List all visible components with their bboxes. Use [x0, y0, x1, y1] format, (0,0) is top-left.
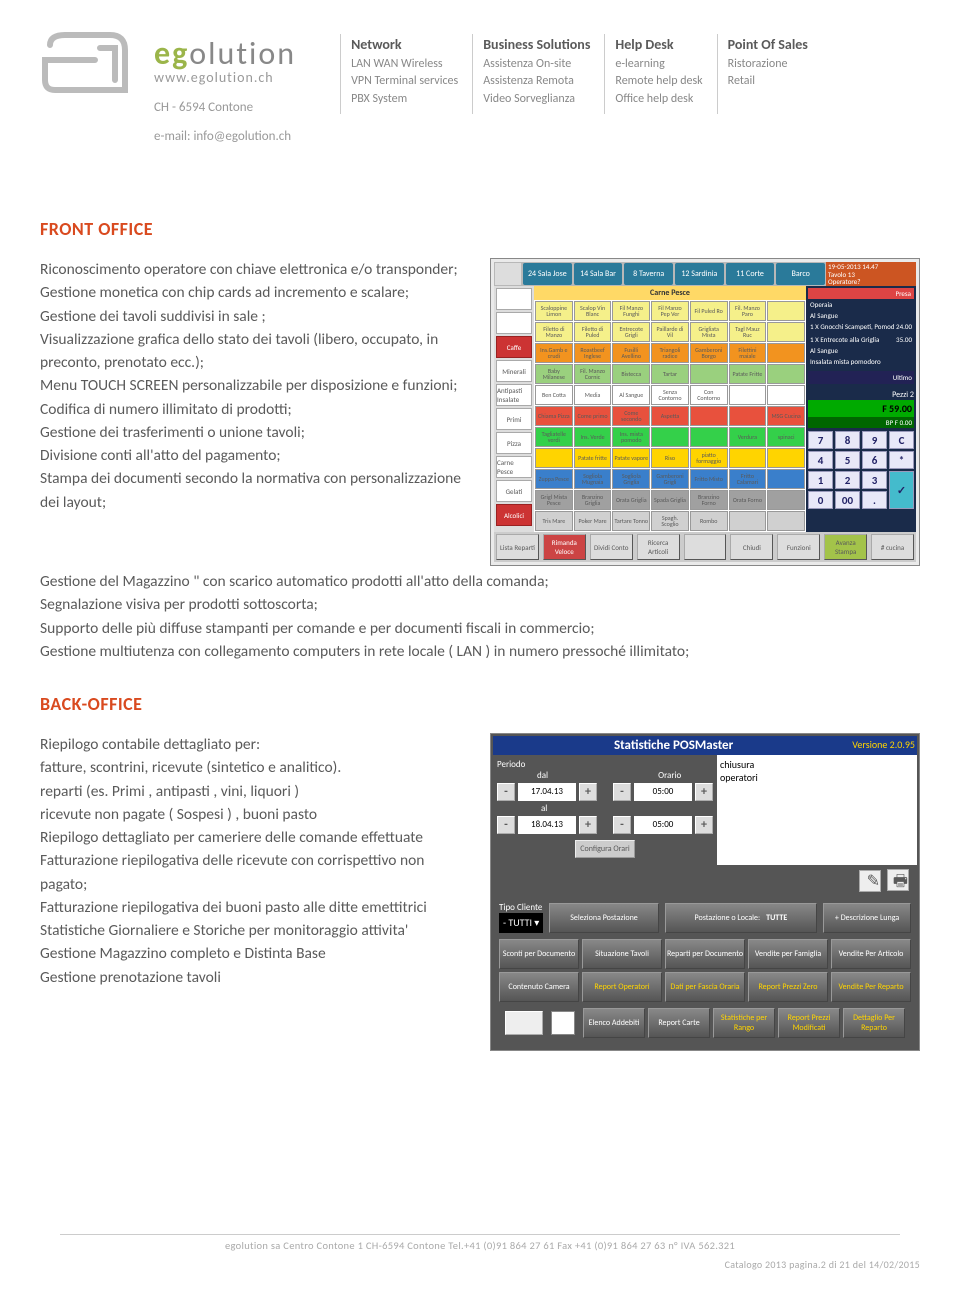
header-columns: NetworkLAN WAN WirelessVPN Terminal serv… — [340, 34, 822, 114]
front-office-text: Riconoscimento operatore con chiave elet… — [40, 258, 472, 514]
back-office-title: BACK-OFFICE — [40, 693, 920, 715]
front-office-text-2: Gestione del Magazzino " con scarico aut… — [40, 570, 920, 663]
brand-block: egolution www.egolution.ch CH - 6594 Con… — [154, 34, 296, 144]
front-office-title: FRONT OFFICE — [40, 218, 920, 240]
back-office-text: Riepilogo contabile dettagliato per:fatt… — [40, 733, 472, 989]
pos-screenshot: 24 Sala Jose14 Sala Bar8 Taverna12 Sardi… — [490, 258, 920, 566]
stats-screenshot: Statistiche POSMasterVersione 2.0.95Peri… — [490, 733, 920, 1051]
logo-icon — [40, 30, 130, 100]
page-header: egolution www.egolution.ch CH - 6594 Con… — [40, 30, 920, 144]
page-footer: egolution sa Centro Contone 1 CH-6594 Co… — [0, 1234, 960, 1271]
